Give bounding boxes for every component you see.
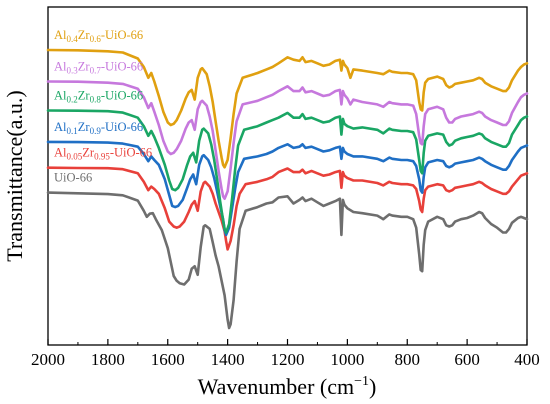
series-label-part: Zr bbox=[78, 60, 91, 74]
x-axis-title: Wavenumber (cm−1) bbox=[198, 374, 377, 399]
x-tick-label: 400 bbox=[514, 350, 540, 369]
series-line bbox=[46, 109, 529, 234]
x-tick-label: 1600 bbox=[151, 350, 185, 369]
x-tick-label: 600 bbox=[454, 350, 480, 369]
x-tick-label: 1400 bbox=[211, 350, 245, 369]
series-label-part: 0.05 bbox=[67, 152, 83, 162]
series-line bbox=[46, 166, 529, 251]
series-line bbox=[46, 191, 529, 330]
series-label-part: 0.3 bbox=[67, 66, 79, 76]
series-label-part: -UiO-66 bbox=[110, 146, 152, 160]
series-label-part: 0.7 bbox=[90, 66, 102, 76]
series-label-part: 0.6 bbox=[90, 34, 102, 44]
y-axis-title: Transmittance(a.u.) bbox=[2, 90, 27, 261]
series-label: Al0.1Zr0.9-UiO-66 bbox=[54, 120, 143, 136]
x-tick-label: 800 bbox=[395, 350, 421, 369]
series-label: Al0.3Zr0.7-UiO-66 bbox=[54, 60, 143, 76]
x-axis-ticks: 2000 1800 1600 1400 1200 1000 800 600 400 bbox=[31, 339, 540, 369]
x-tick-label: 1800 bbox=[91, 350, 125, 369]
series-line bbox=[46, 140, 529, 237]
series-line bbox=[46, 48, 529, 169]
series-label-part: 0.95 bbox=[94, 152, 110, 162]
x-tick-label: 1000 bbox=[330, 350, 364, 369]
series-curves bbox=[46, 48, 529, 330]
series-label-part: -UiO-66 bbox=[101, 28, 143, 42]
series-label-part: 0.1 bbox=[67, 126, 78, 136]
series-label-part: Zr bbox=[78, 89, 91, 103]
series-label-part: Al bbox=[54, 120, 67, 134]
series-label-part: Zr bbox=[78, 120, 91, 134]
series-label-part: Zr bbox=[78, 28, 91, 42]
series-label-part: 0.2 bbox=[67, 95, 78, 105]
x-axis-title-superscript: −1 bbox=[354, 374, 369, 389]
x-axis-title-close: ) bbox=[369, 374, 376, 399]
series-label-part: Al bbox=[54, 146, 67, 160]
series-label-part: Zr bbox=[82, 146, 95, 160]
series-label: Al0.05Zr0.95-UiO-66 bbox=[54, 146, 152, 162]
series-label-part: -UiO-66 bbox=[101, 89, 143, 103]
series-line bbox=[46, 80, 529, 200]
series-label-part: Al bbox=[54, 60, 67, 74]
series-label: UiO-66 bbox=[54, 171, 92, 185]
x-axis-title-main: Wavenumber (cm bbox=[198, 374, 354, 399]
series-labels: UiO-66Al0.05Zr0.95-UiO-66Al0.1Zr0.9-UiO-… bbox=[54, 28, 152, 185]
series-label-part: 0.9 bbox=[90, 126, 102, 136]
x-tick-label: 2000 bbox=[31, 350, 65, 369]
series-label: Al0.4Zr0.6-UiO-66 bbox=[54, 28, 143, 44]
x-tick-label: 1200 bbox=[271, 350, 305, 369]
series-label-part: Al bbox=[54, 28, 67, 42]
series-label-part: -UiO-66 bbox=[101, 120, 143, 134]
series-label: Al0.2Zr0.8-UiO-66 bbox=[54, 89, 143, 105]
series-label-part: 0.8 bbox=[90, 95, 102, 105]
series-label-part: 0.4 bbox=[67, 34, 79, 44]
series-label-part: UiO-66 bbox=[54, 171, 92, 185]
series-label-part: Al bbox=[54, 89, 67, 103]
series-label-part: -UiO-66 bbox=[101, 60, 143, 74]
